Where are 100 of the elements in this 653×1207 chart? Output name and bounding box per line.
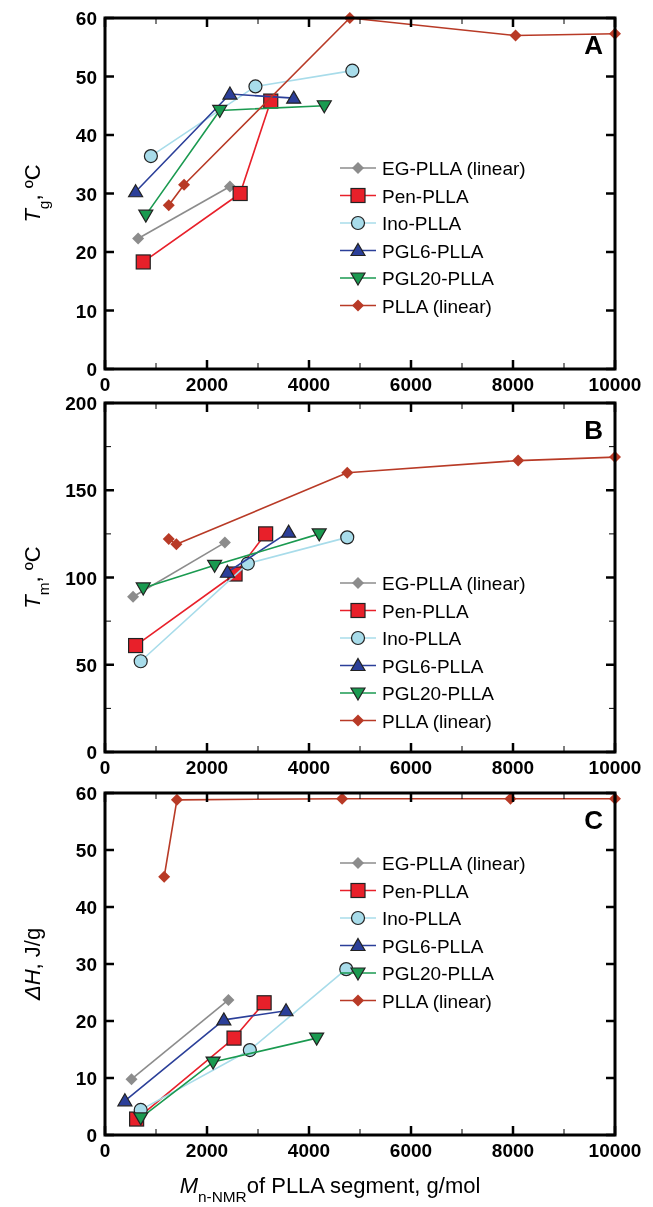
point <box>158 870 171 883</box>
y-tick-label: 150 <box>65 480 97 502</box>
x-axis-title: M$_{n-NMR}$of PLLA segment, g/mol <box>179 1173 481 1205</box>
legend-label: PLLA (linear) <box>382 990 492 1012</box>
point <box>135 254 151 270</box>
legend-label: PGL6-PLLA <box>382 240 484 262</box>
x-tick-label: 2000 <box>185 757 229 778</box>
y-tick-label: 10 <box>75 300 97 322</box>
x-tick-label: 8000 <box>491 757 535 778</box>
point <box>286 90 302 104</box>
point <box>128 184 144 198</box>
y-tick-label: 30 <box>75 183 97 205</box>
point <box>205 1056 221 1070</box>
legend-label: Ino-PLLA <box>382 213 462 234</box>
y-tick-label: 100 <box>65 567 97 589</box>
x-tick-label: 2000 <box>185 374 229 395</box>
point <box>125 1073 138 1086</box>
y-tick-label: 50 <box>75 66 97 88</box>
point <box>133 1112 149 1126</box>
point <box>345 63 360 78</box>
legend-label: Pen-PLLA <box>382 600 469 622</box>
annotation: A <box>584 30 604 60</box>
legend-label: PGL6-PLLA <box>382 935 484 957</box>
x-tick-label: 4000 <box>287 757 331 778</box>
point <box>223 180 236 193</box>
point <box>178 178 191 191</box>
point <box>222 993 235 1006</box>
y-tick-label: 50 <box>75 654 97 676</box>
point <box>256 995 272 1011</box>
point <box>341 466 354 479</box>
legend-label: PGL6-PLLA <box>382 655 484 677</box>
x-tick-label: 4000 <box>287 1140 331 1161</box>
x-tick-label: 10000 <box>588 1140 642 1161</box>
point <box>218 536 231 549</box>
legend-label: PGL20-PLLA <box>382 963 495 984</box>
y-tick-label: 60 <box>75 783 97 804</box>
point <box>127 590 140 603</box>
point <box>135 582 151 596</box>
x-tick-label: 0 <box>99 374 111 395</box>
legend-label: PLLA (linear) <box>382 295 492 317</box>
x-tick-label: 4000 <box>287 374 331 395</box>
point <box>309 1032 325 1046</box>
x-tick-label: 8000 <box>491 374 535 395</box>
x-tick-label: 0 <box>99 757 111 778</box>
point <box>509 29 522 42</box>
point <box>170 538 183 551</box>
point <box>316 100 332 114</box>
y-tick-label: 40 <box>75 897 97 918</box>
y-tick-label: 20 <box>75 1011 97 1032</box>
y-tick-label: 200 <box>65 393 97 414</box>
legend-label: EG-PLLA (linear) <box>382 853 526 874</box>
point <box>258 526 274 542</box>
point <box>170 793 183 806</box>
point <box>117 1093 133 1107</box>
point <box>212 104 228 119</box>
x-tick-label: 2000 <box>185 1140 229 1161</box>
legend-label: PLLA (linear) <box>382 710 492 732</box>
y-tick-label: 0 <box>86 359 97 380</box>
point <box>216 1012 232 1026</box>
legend-label: Ino-PLLA <box>382 628 462 649</box>
y-tick-label: 0 <box>86 742 97 763</box>
x-tick-label: 0 <box>99 1140 111 1161</box>
point <box>340 530 355 545</box>
point <box>232 185 248 202</box>
legend-label: PGL20-PLLA <box>382 268 495 289</box>
point <box>512 454 525 467</box>
point <box>248 79 263 94</box>
x-tick-label: 6000 <box>389 757 433 778</box>
y-axis-title: ΔH, J/g <box>20 927 45 1002</box>
legend-label: EG-PLLA (linear) <box>382 158 526 179</box>
y-tick-label: 60 <box>75 8 97 29</box>
point <box>162 199 175 212</box>
annotation: C <box>584 805 604 835</box>
legend-label: Pen-PLLA <box>382 880 469 902</box>
point <box>226 1030 242 1046</box>
annotation: B <box>584 415 603 445</box>
legend-label: EG-PLLA (linear) <box>382 573 526 594</box>
x-tick-label: 10000 <box>588 374 642 395</box>
point <box>311 528 327 542</box>
y-tick-label: 0 <box>86 1125 97 1146</box>
x-tick-label: 8000 <box>491 1140 535 1161</box>
y-tick-label: 10 <box>75 1068 97 1089</box>
legend-label: Pen-PLLA <box>382 185 469 207</box>
point <box>143 148 158 164</box>
legend-label: Ino-PLLA <box>382 908 462 929</box>
point <box>222 86 238 100</box>
point <box>132 232 145 245</box>
legend-label: PGL20-PLLA <box>382 683 495 704</box>
x-tick-label: 10000 <box>588 757 642 778</box>
y-tick-label: 40 <box>75 125 97 146</box>
point <box>138 209 154 223</box>
y-tick-label: 50 <box>75 840 97 861</box>
point <box>278 1003 294 1017</box>
point <box>207 559 223 573</box>
point <box>162 533 175 546</box>
x-tick-label: 6000 <box>389 1140 433 1161</box>
y-tick-label: 30 <box>75 954 97 975</box>
x-tick-label: 6000 <box>389 374 433 395</box>
y-tick-label: 20 <box>75 242 97 263</box>
point <box>133 654 148 669</box>
